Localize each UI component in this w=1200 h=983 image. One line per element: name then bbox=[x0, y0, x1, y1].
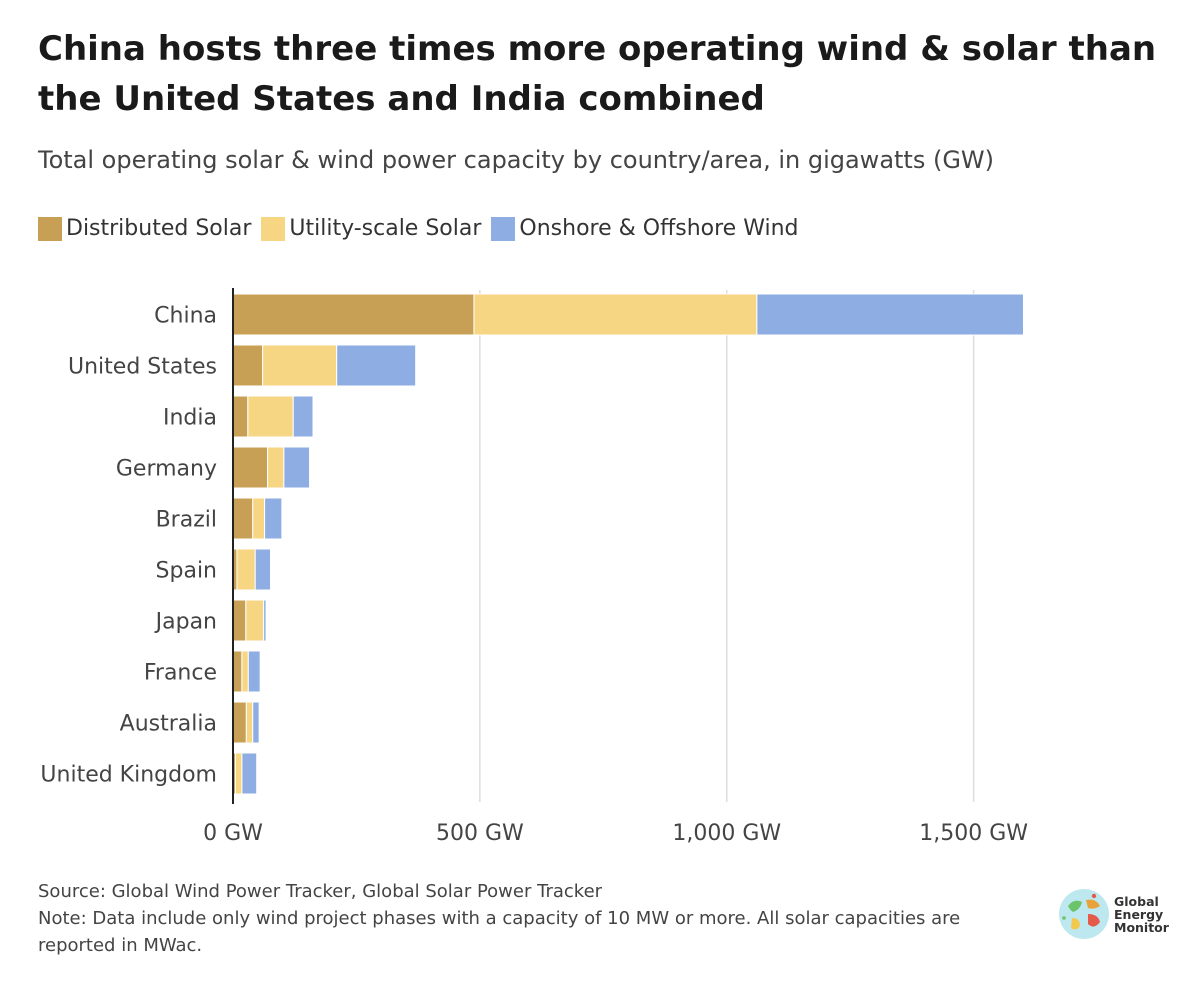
x-tick-labels: 0 GW 500 GW 1,000 GW 1,500 GW bbox=[203, 821, 1028, 846]
category-label: Spain bbox=[156, 559, 217, 584]
bar-australia-utility-scale-solar bbox=[245, 701, 254, 744]
bar-chart: China United States India Germany Brazil Spai… bbox=[40, 288, 1028, 846]
bar-brazil-distributed-solar bbox=[232, 497, 254, 540]
bar-spain-utility-scale-solar bbox=[236, 548, 256, 591]
legend-item-distributed-solar: Distributed Solar bbox=[38, 216, 251, 241]
bar-india-distributed-solar bbox=[232, 395, 249, 438]
bar-china-utility-scale-solar bbox=[473, 293, 758, 336]
logo-line-2: Energy bbox=[1114, 906, 1164, 922]
bar-india-onshore-offshore-wind bbox=[292, 395, 314, 438]
legend-label-wind: Onshore & Offshore Wind bbox=[519, 216, 799, 241]
legend-item-wind: Onshore & Offshore Wind bbox=[491, 216, 799, 241]
category-labels: China United States India Germany Brazil Spai… bbox=[40, 304, 217, 788]
legend-swatch-wind bbox=[491, 216, 516, 241]
category-label: Australia bbox=[120, 712, 217, 737]
x-tick-label: 1,000 GW bbox=[672, 821, 781, 846]
bar-united-states-distributed-solar bbox=[232, 344, 264, 387]
legend: Distributed Solar Utility-scale Solar On… bbox=[38, 216, 809, 241]
legend-swatch-distributed-solar bbox=[38, 216, 62, 241]
bar-france-utility-scale-solar bbox=[241, 650, 249, 693]
bar-japan-distributed-solar bbox=[232, 599, 247, 642]
bar-united-states-utility-scale-solar bbox=[262, 344, 338, 387]
legend-label-utility-solar: Utility-scale Solar bbox=[289, 216, 482, 241]
category-label: China bbox=[154, 304, 217, 329]
category-label: United Kingdom bbox=[40, 763, 217, 788]
chart-subtitle: Total operating solar & wind power capac… bbox=[38, 146, 995, 174]
x-tick-label: 1,500 GW bbox=[919, 821, 1028, 846]
bar-china-onshore-offshore-wind bbox=[756, 293, 1024, 336]
bar-france-onshore-offshore-wind bbox=[247, 650, 261, 693]
bar-united-kingdom-utility-scale-solar bbox=[234, 752, 243, 795]
bar-united-kingdom-onshore-offshore-wind bbox=[241, 752, 258, 795]
bar-australia-distributed-solar bbox=[232, 701, 247, 744]
bar-china-distributed-solar bbox=[232, 293, 475, 336]
grid-lines bbox=[479, 290, 975, 802]
logo-text: Global Energy Monitor bbox=[1114, 895, 1169, 934]
gem-logo: Global Energy Monitor bbox=[1058, 888, 1169, 940]
bars bbox=[232, 293, 1024, 795]
bar-france-distributed-solar bbox=[232, 650, 243, 693]
bar-spain-onshore-offshore-wind bbox=[254, 548, 272, 591]
category-label: India bbox=[163, 406, 217, 431]
legend-swatch-utility-solar bbox=[261, 216, 286, 241]
chart-title: China hosts three times more operating w… bbox=[38, 29, 1157, 119]
globe-icon bbox=[1059, 889, 1109, 939]
bar-germany-utility-scale-solar bbox=[267, 446, 285, 489]
bar-germany-distributed-solar bbox=[232, 446, 269, 489]
note-text: Note: Data include only wind project pha… bbox=[38, 908, 961, 956]
bar-japan-utility-scale-solar bbox=[245, 599, 265, 642]
source-text: Source: Global Wind Power Tracker, Globa… bbox=[38, 881, 603, 902]
logo-line-3: Monitor bbox=[1114, 919, 1169, 935]
x-tick-label: 0 GW bbox=[203, 821, 263, 846]
logo-line-1: Global bbox=[1114, 893, 1159, 909]
bar-india-utility-scale-solar bbox=[247, 395, 294, 438]
legend-item-utility-solar: Utility-scale Solar bbox=[261, 216, 481, 241]
category-label: France bbox=[144, 661, 217, 686]
bar-australia-onshore-offshore-wind bbox=[252, 701, 260, 744]
bar-germany-onshore-offshore-wind bbox=[283, 446, 311, 489]
bar-brazil-onshore-offshore-wind bbox=[264, 497, 283, 540]
bar-brazil-utility-scale-solar bbox=[252, 497, 266, 540]
category-label: United States bbox=[68, 355, 217, 380]
bar-united-states-onshore-offshore-wind bbox=[336, 344, 417, 387]
category-label: Brazil bbox=[156, 508, 217, 533]
category-label: Germany bbox=[116, 457, 217, 482]
bar-japan-onshore-offshore-wind bbox=[263, 599, 267, 642]
category-label: Japan bbox=[154, 610, 217, 635]
footer: Source: Global Wind Power Tracker, Globa… bbox=[38, 878, 1018, 959]
legend-label-distributed-solar: Distributed Solar bbox=[66, 216, 252, 241]
x-tick-label: 500 GW bbox=[436, 821, 524, 846]
